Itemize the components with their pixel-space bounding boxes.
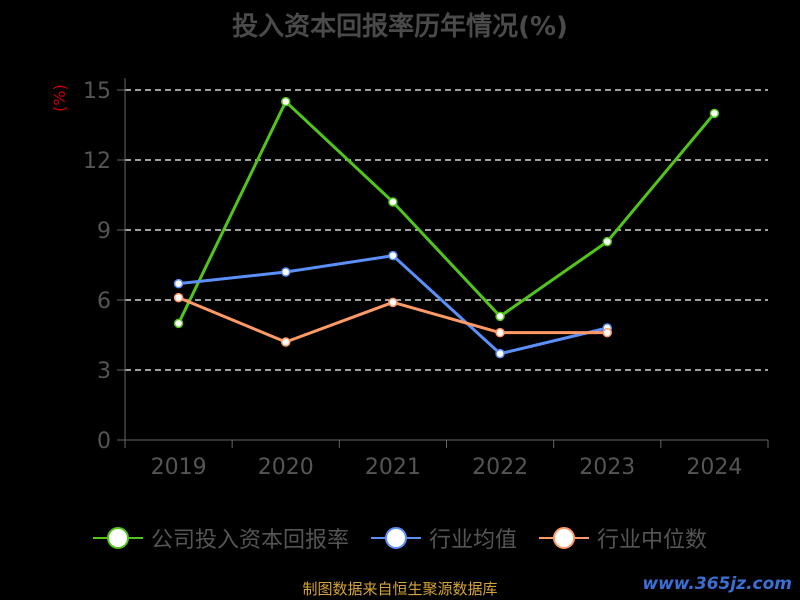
y-tick-label: 0 (97, 429, 111, 454)
x-tick-label: 2023 (579, 455, 635, 480)
source-note: 制图数据来自恒生聚源数据库 (302, 580, 498, 598)
series-industry-median-point (281, 337, 291, 347)
x-tick-label: 2021 (365, 455, 421, 480)
legend-label-industry-mean: 行业均值 (428, 528, 517, 553)
series-industry-mean-point (388, 250, 398, 261)
series-industry-mean-point (281, 267, 291, 277)
legend-item-company[interactable]: 公司投入资本回报率 (92, 522, 349, 554)
x-tick-label: 2022 (472, 455, 528, 480)
series-industry-median-point (602, 327, 612, 338)
line-chart: 0 3 6 9 12 15 2019 2020 2021 2022 2023 2024 (83, 78, 769, 480)
y-tick-label: 9 (97, 219, 111, 244)
series-industry-median-point (173, 292, 184, 303)
series-industry-median-point (388, 297, 398, 308)
legend-label-industry-median: 行业中位数 (597, 528, 708, 553)
y-tick-label: 15 (83, 79, 111, 104)
chart-title: 投入资本回报率历年情况(%) (232, 12, 568, 42)
legend-item-industry-mean[interactable]: 行业均值 (370, 522, 517, 554)
series-industry-mean-point (495, 348, 505, 359)
chart-legend: 公司投入资本回报率 行业均值 行业中位数 (0, 520, 800, 556)
series-company-point (388, 197, 398, 207)
legend-label-company: 公司投入资本回报率 (150, 528, 349, 553)
legend-swatch-company (92, 527, 143, 549)
series-industry-mean-point (173, 278, 184, 289)
series-company-point (495, 311, 505, 322)
legend-item-industry-median[interactable]: 行业中位数 (539, 522, 707, 554)
y-tick-label: 3 (97, 359, 111, 384)
series-company-point (281, 96, 291, 107)
series-industry-median-point (495, 327, 505, 338)
watermark: www.365jz.com (642, 574, 792, 594)
series-company-point (602, 236, 612, 247)
series-company-point (173, 318, 184, 329)
legend-swatch-industry-mean (370, 527, 421, 549)
series-company-point (709, 108, 720, 119)
y-tick-label: 12 (83, 149, 111, 174)
x-tick-label: 2019 (151, 455, 207, 480)
x-tick-label: 2020 (258, 455, 314, 480)
y-tick-label: 6 (97, 289, 111, 314)
series-company-line (177, 100, 716, 324)
x-tick-label: 2024 (686, 455, 742, 480)
legend-swatch-industry-median (539, 527, 589, 549)
